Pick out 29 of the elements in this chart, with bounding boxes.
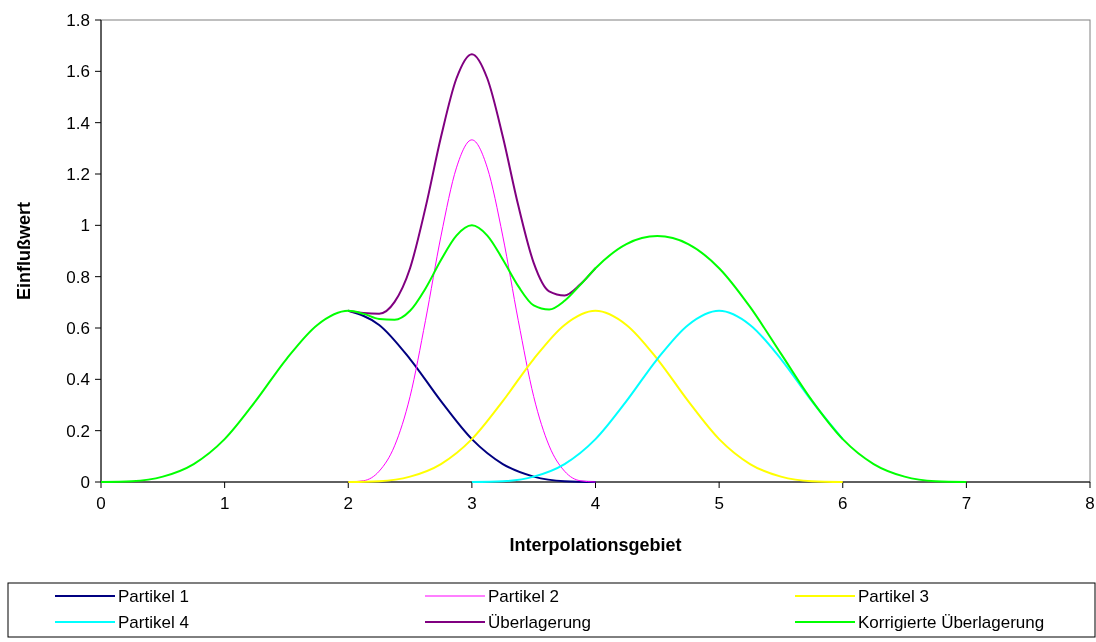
legend-label: Partikel 4 bbox=[118, 613, 189, 632]
x-tick-label: 3 bbox=[467, 494, 477, 513]
y-tick-label: 0.8 bbox=[66, 267, 90, 287]
y-tick-label: 1.2 bbox=[66, 165, 90, 184]
y-tick-label: 1 bbox=[80, 216, 90, 236]
line-series bbox=[100, 224, 968, 483]
legend-label: Partikel 2 bbox=[488, 587, 559, 606]
x-axis-title: Interpolationsgebiet bbox=[509, 535, 682, 555]
y-tick-label: 1.8 bbox=[66, 11, 90, 30]
line-series bbox=[347, 309, 844, 483]
y-tick-label: 1.6 bbox=[66, 62, 90, 82]
legend-label: Partikel 3 bbox=[858, 587, 929, 606]
x-tick-label: 0 bbox=[96, 494, 106, 513]
x-tick-label: 1 bbox=[219, 494, 230, 513]
y-axis-title: Einflußwert bbox=[14, 202, 34, 300]
x-tick-label: 5 bbox=[714, 494, 724, 513]
y-tick-label: 0.4 bbox=[66, 370, 90, 390]
x-tick-label: 4 bbox=[590, 494, 601, 513]
x-tick-label: 7 bbox=[961, 494, 972, 513]
y-tick-label: 1.4 bbox=[66, 113, 90, 133]
legend-label: Korrigierte Überlagerung bbox=[858, 613, 1045, 632]
legend-label: Partikel 1 bbox=[118, 587, 189, 606]
y-tick-label: 0.6 bbox=[66, 319, 90, 338]
x-tick-label: 2 bbox=[343, 494, 353, 513]
y-tick-label: 0.2 bbox=[66, 421, 90, 441]
x-tick-label: 6 bbox=[838, 494, 848, 513]
y-tick-label: 0 bbox=[80, 473, 90, 492]
x-tick-label: 8 bbox=[1085, 494, 1095, 513]
legend-label: Überlagerung bbox=[488, 613, 592, 632]
